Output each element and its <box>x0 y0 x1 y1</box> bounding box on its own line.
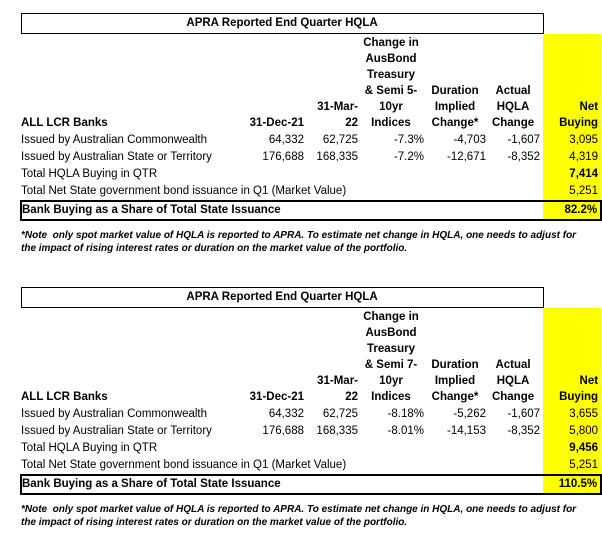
col-header-duration: Duration Implied Change* <box>431 85 479 129</box>
cell-mar22: 62,725 <box>322 134 358 146</box>
table-row-total-buying: Total HQLA Buying in QTR 7,414 <box>21 166 602 183</box>
col-header-indices: Change in AusBond Treasury & Semi 5- 10y… <box>363 37 419 129</box>
col-header-actual: Actual HQLA Change <box>491 359 535 403</box>
table-title-row: APRA Reported End Quarter HQLA <box>20 13 601 34</box>
column-header-row: ALL LCR Banks 31-Dec-21 31-Mar-22 Change… <box>21 33 602 132</box>
hqla-table-2: APRA Reported End Quarter HQLA ALL LCR B… <box>19 287 602 495</box>
spreadsheet-report: APRA Reported End Quarter HQLA ALL LCR B… <box>19 13 602 529</box>
cell-label: Total Net State government bond issuance… <box>21 459 347 471</box>
table-title: APRA Reported End Quarter HQLA <box>20 287 544 308</box>
table-row-total-buying: Total HQLA Buying in QTR 9,456 <box>21 440 602 457</box>
col-header-mar22: 31-Mar-22 <box>317 101 358 129</box>
cell-net-buying: 3,095 <box>543 132 602 149</box>
cell-index-change: -8.18% <box>387 408 424 420</box>
table-row-share-of-issuance: Bank Buying as a Share of Total State Is… <box>19 474 602 495</box>
cell-net-buying: 3,655 <box>543 406 602 423</box>
cell-label: Issued by Australian State or Territory <box>21 151 212 163</box>
cell-label: Total HQLA Buying in QTR <box>21 168 158 180</box>
table-row-share-of-issuance: Bank Buying as a Share of Total State Is… <box>19 200 602 221</box>
table-title: APRA Reported End Quarter HQLA <box>20 13 544 34</box>
cell-net-buying: 5,251 <box>543 183 602 201</box>
cell-duration-implied: -12,671 <box>446 151 486 163</box>
cell-mar22: 168,335 <box>316 425 358 437</box>
cell-mar22: 62,725 <box>322 408 358 420</box>
table-row-total-issuance: Total Net State government bond issuance… <box>21 457 602 475</box>
cell-label: Issued by Australian State or Territory <box>21 425 212 437</box>
col-header-dec21: 31-Dec-21 <box>249 117 304 129</box>
cell-label: Total HQLA Buying in QTR <box>21 442 158 454</box>
cell-actual-change: -1,607 <box>507 408 541 420</box>
col-header-indices: Change in AusBond Treasury & Semi 7- 10y… <box>363 311 419 403</box>
cell-net-buying: 4,319 <box>543 149 602 166</box>
table-row: Issued by Australian Commonwealth 64,332… <box>21 132 602 149</box>
cell-net-buying: 7,414 <box>543 166 602 183</box>
table-row: Issued by Australian Commonwealth 64,332… <box>21 406 602 423</box>
col-header-mar22: 31-Mar-22 <box>317 375 358 403</box>
cell-label: Bank Buying as a Share of Total State Is… <box>19 474 544 495</box>
column-header-row: ALL LCR Banks 31-Dec-21 31-Mar-22 Change… <box>21 307 602 406</box>
cell-mar22: 168,335 <box>316 151 358 163</box>
cell-dec21: 64,332 <box>268 134 304 146</box>
hqla-table-1: APRA Reported End Quarter HQLA ALL LCR B… <box>19 13 602 221</box>
cell-net-buying: 110.5% <box>543 474 602 495</box>
footnote: *Note only spot market value of HQLA is … <box>21 230 579 254</box>
col-header-actual: Actual HQLA Change <box>491 85 535 129</box>
cell-actual-change: -8,352 <box>507 425 541 437</box>
col-header-duration: Duration Implied Change* <box>431 359 479 403</box>
cell-net-buying: 82.2% <box>543 200 602 221</box>
col-header-dec21: 31-Dec-21 <box>249 391 304 403</box>
cell-net-buying: 5,800 <box>543 423 602 440</box>
table-row: Issued by Australian State or Territory … <box>21 149 602 166</box>
cell-dec21: 64,332 <box>268 408 304 420</box>
cell-net-buying: 5,251 <box>543 457 602 475</box>
title-spacer-cell <box>543 14 601 34</box>
col-header-label: ALL LCR Banks <box>21 391 108 403</box>
cell-label: Bank Buying as a Share of Total State Is… <box>19 200 544 221</box>
col-header-label: ALL LCR Banks <box>21 117 108 129</box>
cell-dec21: 176,688 <box>262 425 304 437</box>
cell-index-change: -7.2% <box>393 151 424 163</box>
footnote: *Note only spot market value of HQLA is … <box>21 504 579 528</box>
cell-index-change: -8.01% <box>387 425 424 437</box>
col-header-net-buying: Net Buying <box>543 33 602 132</box>
table-title-row: APRA Reported End Quarter HQLA <box>20 287 601 308</box>
hqla-table-section-2: APRA Reported End Quarter HQLA ALL LCR B… <box>19 287 602 529</box>
title-spacer-cell <box>543 288 601 308</box>
cell-duration-implied: -4,703 <box>453 134 486 146</box>
cell-dec21: 176,688 <box>262 151 304 163</box>
cell-actual-change: -1,607 <box>507 134 541 146</box>
cell-net-buying: 9,456 <box>543 440 602 457</box>
cell-label: Total Net State government bond issuance… <box>21 185 347 197</box>
cell-actual-change: -8,352 <box>507 151 541 163</box>
table-row-total-issuance: Total Net State government bond issuance… <box>21 183 602 201</box>
cell-duration-implied: -14,153 <box>446 425 486 437</box>
hqla-table-section-1: APRA Reported End Quarter HQLA ALL LCR B… <box>19 13 602 255</box>
cell-label: Issued by Australian Commonwealth <box>21 408 208 420</box>
cell-index-change: -7.3% <box>393 134 424 146</box>
col-header-net-buying: Net Buying <box>543 307 602 406</box>
cell-label: Issued by Australian Commonwealth <box>21 134 208 146</box>
table-row: Issued by Australian State or Territory … <box>21 423 602 440</box>
cell-duration-implied: -5,262 <box>453 408 486 420</box>
